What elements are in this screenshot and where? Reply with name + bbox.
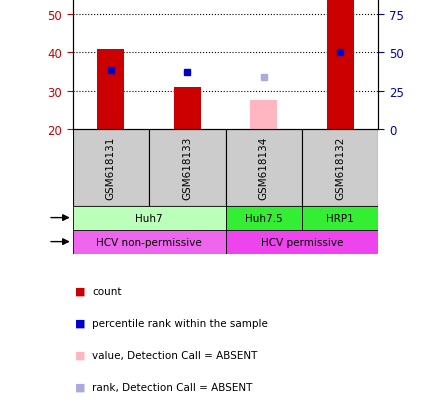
- Bar: [327, 0, 354, 130]
- Text: HCV permissive: HCV permissive: [261, 237, 343, 247]
- Bar: [73, 130, 149, 206]
- Bar: [73, 230, 226, 254]
- Text: GSM618134: GSM618134: [259, 136, 269, 199]
- Bar: [97, 50, 124, 130]
- Bar: [302, 206, 378, 230]
- Text: ■: ■: [75, 318, 85, 328]
- Bar: [174, 88, 201, 130]
- Text: rank, Detection Call = ABSENT: rank, Detection Call = ABSENT: [92, 382, 253, 392]
- Text: percentile rank within the sample: percentile rank within the sample: [92, 318, 268, 328]
- Bar: [250, 101, 277, 130]
- Text: HCV non-permissive: HCV non-permissive: [96, 237, 202, 247]
- Bar: [302, 130, 378, 206]
- Text: value, Detection Call = ABSENT: value, Detection Call = ABSENT: [92, 350, 258, 360]
- Bar: [73, 206, 226, 230]
- Text: GSM618132: GSM618132: [335, 136, 345, 199]
- Text: Huh7.5: Huh7.5: [245, 213, 282, 223]
- Bar: [226, 230, 378, 254]
- Text: GSM618133: GSM618133: [182, 136, 192, 199]
- Text: count: count: [92, 286, 122, 297]
- Text: ■: ■: [75, 286, 85, 297]
- Bar: [226, 130, 302, 206]
- Text: HRP1: HRP1: [326, 213, 354, 223]
- Text: ■: ■: [75, 350, 85, 360]
- Text: GSM618131: GSM618131: [106, 136, 116, 199]
- Text: ■: ■: [75, 382, 85, 392]
- Text: Huh7: Huh7: [135, 213, 163, 223]
- Bar: [149, 130, 225, 206]
- Bar: [226, 206, 302, 230]
